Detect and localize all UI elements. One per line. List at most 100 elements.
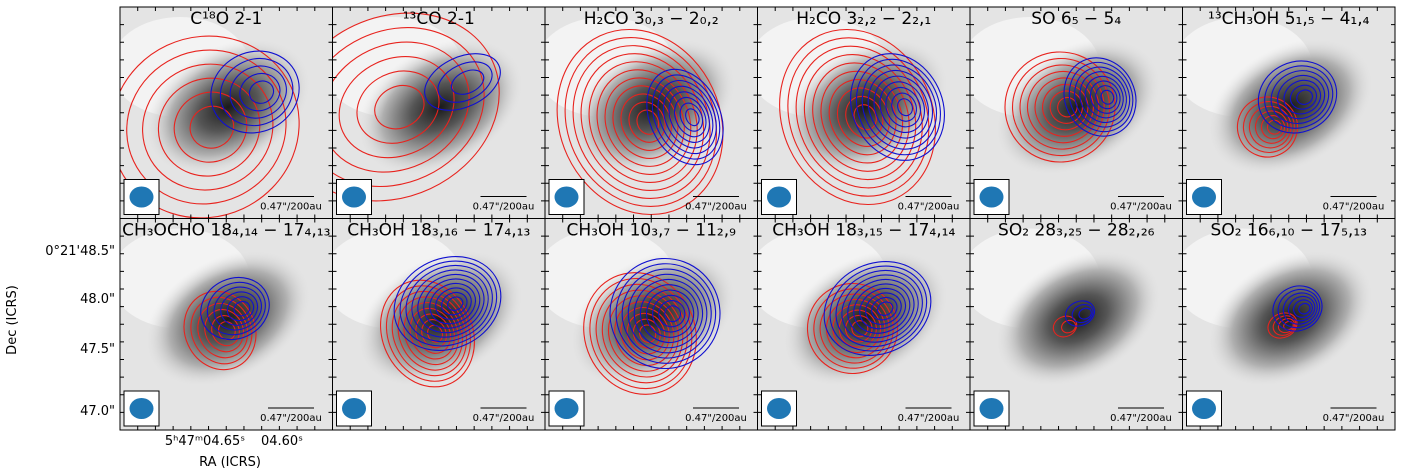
blueshifted-contour: [645, 289, 695, 338]
blueshifted-contour: [859, 287, 907, 330]
panel: 0.47"/200au: [1182, 218, 1395, 430]
blueshifted-contour: [685, 108, 700, 127]
beam: [342, 186, 366, 208]
redshifted-contour: [1004, 51, 1116, 163]
redshifted-contour: [825, 298, 886, 359]
redshifted-contour: [601, 289, 684, 378]
scale-bar-label: 0.47"/200au: [260, 202, 322, 213]
blueshifted-contour: [861, 64, 937, 150]
scale-bar-label: 0.47"/200au: [473, 202, 535, 213]
redshifted-contour: [391, 290, 467, 377]
blueshifted-contour: [873, 75, 929, 139]
beam: [767, 398, 791, 419]
panel-title: SO₂ 28₃,₂₅ − 28₂,₂₆: [998, 221, 1155, 241]
y-tick-label: 48.0": [80, 292, 115, 307]
redshifted-contour: [620, 307, 670, 361]
redshifted-contour: [409, 307, 455, 360]
redshifted-contour: [564, 37, 717, 208]
blueshifted-contour: [429, 282, 477, 325]
blueshifted-contour: [891, 92, 917, 122]
redshifted-contour: [1254, 110, 1289, 144]
blueshifted-contour: [885, 86, 921, 128]
blueshifted-contour: [423, 278, 481, 329]
continuum-emission: [144, 249, 312, 388]
redshifted-contour: [795, 45, 923, 189]
redshifted-contour: [338, 56, 455, 159]
panel-title: SO₂ 16₆,₁₀ − 17₅,₁₃: [1211, 221, 1367, 241]
redshifted-contour: [173, 91, 248, 163]
panel-title: SO 6₅ − 5₄: [1031, 9, 1121, 29]
blueshifted-contour: [446, 296, 464, 311]
blueshifted-contour: [1257, 60, 1338, 134]
x-tick-label: 5ʰ47ᵐ04.65ˢ: [165, 434, 245, 449]
beam: [767, 186, 791, 208]
panel: 0.47"/200au: [545, 7, 758, 219]
panel-title: CH₃OH 10₃,₇ − 11₂,₉: [567, 221, 737, 241]
panel-title: ¹³CO 2-1: [403, 9, 475, 29]
redshifted-contour: [1267, 312, 1298, 339]
scale-bar-label: 0.47"/200au: [473, 413, 535, 424]
blueshifted-contour: [679, 102, 704, 132]
blueshifted-contour: [219, 57, 294, 127]
redshifted-contour: [639, 324, 657, 343]
redshifted-contour: [779, 28, 936, 206]
blueshifted-contour: [1063, 57, 1137, 137]
redshifted-contour: [628, 101, 666, 143]
redshifted-contour: [126, 49, 287, 205]
redshifted-contour: [1019, 64, 1105, 150]
redshifted-contour: [820, 70, 904, 164]
redshifted-contour: [588, 61, 698, 183]
blueshifted-contour: [662, 85, 714, 149]
continuum-emission: [144, 38, 312, 176]
scale-bar-label: 0.47"/200au: [260, 413, 322, 424]
blueshifted-contour: [657, 80, 717, 155]
blueshifted-contour: [646, 68, 724, 166]
blueshifted-contour: [615, 263, 717, 364]
redshifted-contour: [583, 272, 697, 395]
y-tick-label: 47.0": [80, 404, 115, 419]
redshifted-contour: [157, 77, 261, 177]
blueshifted-contour: [213, 286, 262, 331]
blueshifted-contour: [1078, 307, 1092, 320]
panel: 0.47"/200au: [545, 218, 758, 430]
x-tick-label: 04.60ˢ: [261, 434, 303, 449]
panel: 0.47"/200au: [970, 218, 1183, 430]
x-axis-label: RA (ICRS): [199, 455, 261, 470]
y-tick-label: 0°21'48.5": [45, 244, 115, 259]
blueshifted-contour: [835, 269, 923, 348]
blueshifted-contour: [424, 53, 501, 111]
scale-bar-label: 0.47"/200au: [898, 202, 960, 213]
panel-title: H₂CO 3₀,₃ − 2₀,₂: [584, 9, 719, 29]
redshifted-contour: [120, 35, 300, 219]
blueshifted-contour: [609, 257, 721, 370]
redshifted-contour: [556, 28, 724, 216]
redshifted-contour: [197, 302, 249, 359]
continuum-emission: [994, 38, 1162, 176]
blueshifted-contour: [639, 284, 699, 343]
blueshifted-contour: [210, 50, 300, 134]
scale-bar-label: 0.47"/200au: [1110, 413, 1172, 424]
blueshifted-contour: [1289, 84, 1318, 110]
blueshifted-contour: [855, 58, 941, 156]
beam: [979, 398, 1004, 419]
blueshifted-contour: [658, 300, 686, 328]
blueshifted-contour: [405, 264, 493, 343]
blueshifted-contour: [1272, 285, 1323, 332]
blueshifted-contour: [1071, 304, 1094, 324]
panel-frame: [1182, 218, 1396, 431]
blueshifted-contour: [1293, 299, 1313, 318]
panel-title: CH₃OH 18₃,₁₆ − 17₄,₁₃: [347, 221, 530, 241]
blueshifted-contour: [865, 292, 902, 325]
beam: [1192, 398, 1216, 419]
scale-bar-label: 0.47"/200au: [1323, 413, 1385, 424]
panel: 0.47"/200au: [1182, 7, 1395, 219]
blueshifted-contour: [200, 276, 270, 341]
blueshifted-contour: [393, 256, 502, 351]
beam: [129, 186, 154, 208]
blueshifted-contour: [1100, 89, 1115, 105]
blueshifted-contour: [1068, 61, 1134, 133]
continuum-emission: [781, 249, 950, 388]
redshifted-contour: [183, 290, 257, 371]
blueshifted-contour: [823, 261, 932, 356]
